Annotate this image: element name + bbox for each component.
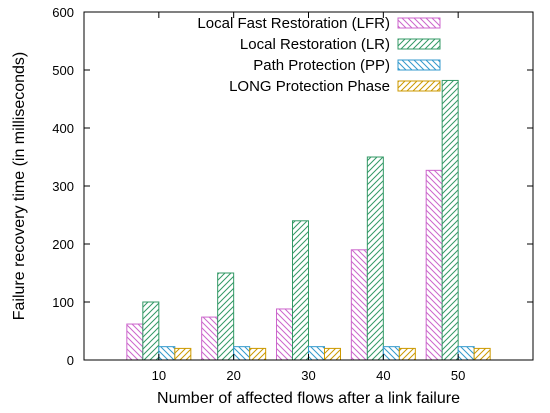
y-axis: 0 100 200 300 400 500 600 [52,5,533,368]
bar-s2-c4 [457,346,475,361]
bar-s3-c4 [473,347,491,361]
legend-label: LONG Protection Phase [229,78,390,95]
bar-s3-c3 [398,347,416,361]
bar-s2-c3 [382,346,400,361]
bar-s1-c0 [142,301,160,361]
bars-group [126,79,491,361]
bar-s1-c4 [441,79,459,361]
x-tick-label: 20 [226,368,240,383]
bar-s1-c3 [366,156,384,361]
x-axis: 10 20 30 40 50 [152,12,465,383]
legend-label: Local Restoration (LR) [240,36,390,53]
bar-s2-c1 [233,346,251,361]
legend-swatch [397,38,441,50]
y-tick-label: 500 [52,63,74,78]
bar-s1-c2 [292,220,309,361]
x-tick-label: 10 [152,368,166,383]
x-axis-label: Number of affected flows after a link fa… [157,390,460,407]
y-tick-label: 400 [52,121,74,136]
legend-label: Local Fast Restoration (LFR) [197,15,390,32]
x-tick-label: 50 [451,368,465,383]
y-tick-label: 200 [52,237,74,252]
bar-s0-c0 [126,323,144,361]
bar-s1-c1 [217,272,235,361]
bar-s0-c2 [276,308,293,361]
legend: Local Fast Restoration (LFR) Local Restor… [197,15,441,95]
legend-swatch [397,80,441,92]
x-tick-label: 40 [376,368,390,383]
bar-s3-c0 [174,347,192,361]
y-tick-label: 300 [52,179,74,194]
y-axis-label: Failure recovery time (in milliseconds) [11,52,28,321]
bar-s3-c1 [249,347,267,361]
legend-swatch [397,17,441,29]
x-tick-label: 30 [301,368,315,383]
legend-label: Path Protection (PP) [253,57,390,74]
legend-swatch [397,59,441,71]
bar-s2-c2 [308,346,325,361]
y-tick-label: 600 [52,5,74,20]
bar-s0-c4 [425,169,443,361]
bar-s0-c1 [201,316,219,361]
bar-s0-c3 [350,249,368,361]
y-tick-label: 100 [52,295,74,310]
y-tick-label: 0 [67,353,74,368]
bar-s2-c0 [158,346,176,361]
bar-s3-c2 [324,347,341,361]
